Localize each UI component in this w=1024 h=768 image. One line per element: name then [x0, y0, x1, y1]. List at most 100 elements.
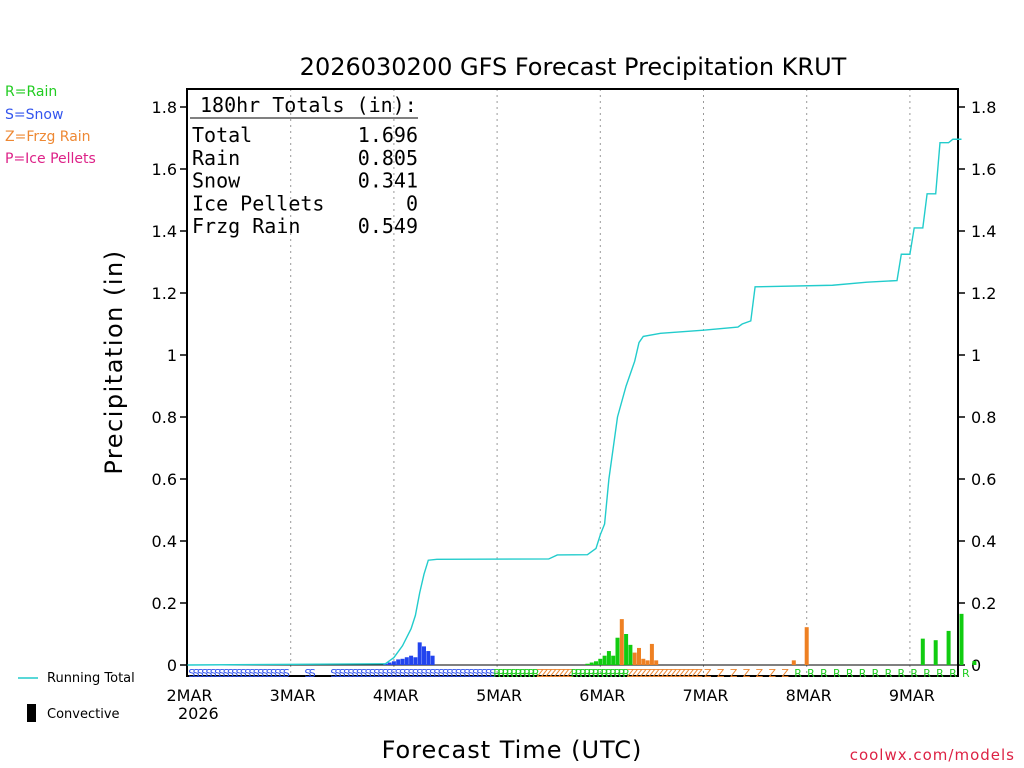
ptype-marker: Z: [661, 667, 669, 680]
bar-rain: [972, 660, 977, 665]
y-axis-label: Precipitation (in): [100, 249, 128, 474]
ptype-marker: Z: [756, 667, 764, 680]
credit-text: coolwx.com/models: [850, 746, 1015, 764]
ptype-marker: Z: [683, 667, 691, 680]
x-axis-label: Forecast Time (UTC): [382, 736, 643, 764]
bar-frzg: [791, 660, 796, 665]
ptype-marker: S: [425, 667, 432, 680]
ptype-marker: S: [240, 667, 247, 680]
ptype-marker: Z: [665, 667, 673, 680]
bar-rain: [589, 662, 594, 665]
ptype-marker: S: [352, 667, 359, 680]
ptype-marker: Z: [769, 667, 777, 680]
ptype-marker: S: [390, 667, 397, 680]
ptype-marker: S: [476, 667, 483, 680]
ptype-marker: R: [936, 667, 944, 680]
ptype-marker: S: [446, 667, 453, 680]
x-tick-label: 7MAR: [682, 686, 728, 705]
ptype-marker: R: [820, 667, 828, 680]
ptype-marker: S: [257, 667, 264, 680]
y-tick-label-left: 0.2: [152, 594, 177, 613]
ptype-marker: S: [451, 667, 458, 680]
series-legend: Running Total Convective: [18, 671, 135, 722]
ptype-marker: Z: [743, 667, 751, 680]
bar-snow: [400, 658, 405, 665]
ptype-marker: S: [459, 667, 466, 680]
bar-snow: [417, 642, 422, 665]
ptype-marker: Z: [545, 667, 553, 680]
ptype-marker: R: [584, 667, 592, 680]
bar-rain: [933, 640, 938, 665]
totals-row-value: 0: [406, 191, 418, 215]
ptype-marker: R: [885, 667, 893, 680]
ptype-marker: S: [201, 667, 208, 680]
ptype-marker: S: [279, 667, 286, 680]
ptype-marker: S: [266, 667, 273, 680]
ptype-marker: R: [859, 667, 867, 680]
ptype-marker: R: [532, 667, 540, 680]
ptype-marker: S: [378, 667, 385, 680]
legend-running-total: Running Total: [47, 671, 135, 686]
ptype-marker: R: [493, 667, 501, 680]
bar-rain: [615, 637, 620, 665]
ptype-marker: Z: [541, 667, 549, 680]
ptype-marker: S: [223, 667, 230, 680]
ptype-marker: R: [528, 667, 536, 680]
y-tick-label-right: 1.2: [971, 284, 996, 303]
bar-frzg: [637, 647, 641, 665]
ptype-marker: Z: [678, 667, 686, 680]
y-tick-label-right: 0.2: [971, 594, 996, 613]
ptype-marker: Z: [687, 667, 695, 680]
ptype-marker: R: [575, 667, 583, 680]
ptype-marker: S: [343, 667, 350, 680]
y-tick-label-left: 0.4: [152, 532, 177, 551]
ptype-marker: Z: [631, 667, 639, 680]
totals-row-label: Ice Pellets: [192, 191, 324, 215]
ptype-marker: S: [433, 667, 440, 680]
y-tick-label-left: 1.8: [152, 98, 177, 117]
ptype-marker: Z: [648, 667, 656, 680]
convective-swatch: [27, 704, 36, 722]
ptype-marker: S: [270, 667, 277, 680]
ptype-marker: Z: [644, 667, 652, 680]
bar-rain: [624, 634, 629, 665]
ptype-marker: S: [485, 667, 492, 680]
totals-row-label: Frzg Rain: [192, 214, 300, 238]
x-tick-label: 5MAR: [476, 686, 522, 705]
ptype-marker: Z: [717, 667, 725, 680]
ptype-marker: S: [330, 667, 337, 680]
ptype-marker: S: [236, 667, 243, 680]
totals-row-value: 1.696: [358, 123, 418, 147]
ptype-marker: R: [846, 667, 854, 680]
ptype-marker: R: [923, 667, 931, 680]
bar-rain: [606, 651, 611, 665]
ptype-marker: R: [962, 667, 970, 680]
ptype-marker: S: [429, 667, 436, 680]
y-tick-label-left: 1.4: [152, 222, 177, 241]
ptype-marker: S: [218, 667, 225, 680]
totals-row-value: 0.341: [358, 169, 418, 193]
chart-title: 2026030200 GFS Forecast Precipitation KR…: [300, 53, 847, 81]
ptype-marker: Z: [635, 667, 643, 680]
ptype-marker: R: [622, 667, 630, 680]
legend-frzg: Z=Frzg Rain: [5, 129, 91, 145]
bar-snow: [413, 657, 418, 665]
bar-snow: [426, 651, 431, 665]
bar-snow: [409, 655, 414, 665]
ptype-marker: S: [369, 667, 376, 680]
ptype-marker: R: [614, 667, 622, 680]
ptype-marker: S: [412, 667, 419, 680]
y-tick-label-right: 1.6: [971, 160, 996, 179]
ptype-marker: S: [373, 667, 380, 680]
y-tick-label-right: 0.6: [971, 470, 996, 489]
ptype-marker: Z: [691, 667, 699, 680]
ptype-marker: S: [197, 667, 204, 680]
ptype-marker: Z: [730, 667, 738, 680]
bar-rain: [598, 658, 603, 665]
ptype-marker: R: [523, 667, 531, 680]
y-tick-label-left: 1.6: [152, 160, 177, 179]
bar-frzg: [619, 619, 624, 665]
y-tick-label-right: 1: [971, 346, 981, 365]
ptype-marker: R: [506, 667, 514, 680]
